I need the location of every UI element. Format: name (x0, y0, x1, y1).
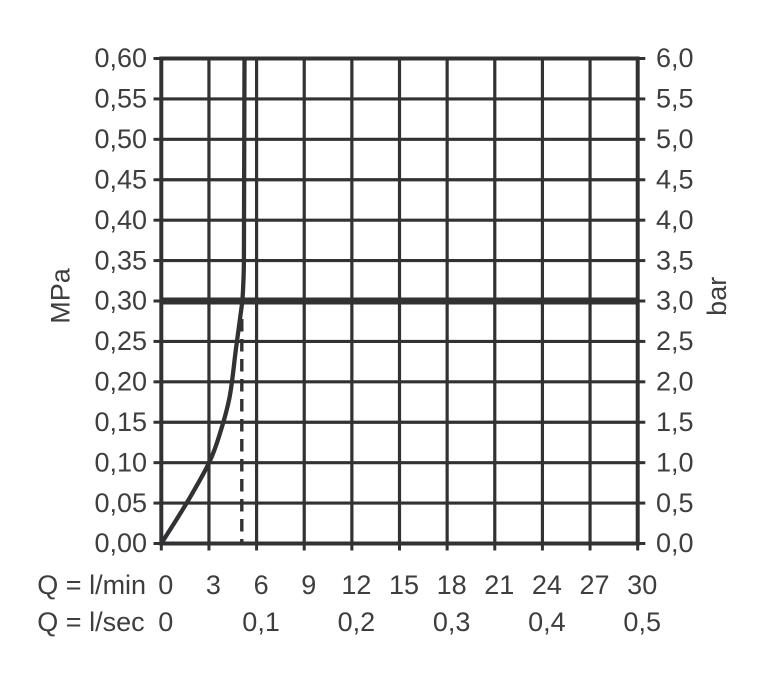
svg-text:0,60: 0,60 (94, 43, 147, 73)
svg-text:0,25: 0,25 (94, 326, 147, 356)
svg-text:30: 30 (627, 570, 657, 600)
svg-text:0,0: 0,0 (656, 528, 694, 558)
svg-text:5,0: 5,0 (656, 124, 694, 154)
svg-text:4,0: 4,0 (656, 205, 694, 235)
svg-text:0,30: 0,30 (94, 286, 147, 316)
svg-text:0,50: 0,50 (94, 124, 147, 154)
svg-text:9: 9 (301, 570, 316, 600)
svg-text:0: 0 (158, 607, 173, 637)
svg-text:3: 3 (206, 570, 221, 600)
svg-text:0,3: 0,3 (433, 607, 471, 637)
svg-text:MPa: MPa (45, 267, 75, 324)
svg-text:21: 21 (484, 570, 514, 600)
svg-text:bar: bar (702, 277, 732, 316)
svg-text:0,05: 0,05 (94, 488, 147, 518)
svg-text:0,1: 0,1 (242, 607, 280, 637)
svg-text:15: 15 (389, 570, 419, 600)
svg-text:27: 27 (580, 570, 610, 600)
svg-text:0,10: 0,10 (94, 447, 147, 477)
svg-text:0,35: 0,35 (94, 245, 147, 275)
svg-text:18: 18 (437, 570, 467, 600)
svg-text:0,40: 0,40 (94, 205, 147, 235)
svg-text:0,55: 0,55 (94, 84, 147, 114)
svg-text:Q = l/sec: Q = l/sec (37, 607, 144, 637)
svg-text:0,2: 0,2 (338, 607, 376, 637)
svg-text:0,5: 0,5 (656, 488, 694, 518)
svg-text:0,4: 0,4 (528, 607, 566, 637)
svg-text:0,15: 0,15 (94, 407, 147, 437)
svg-text:3,5: 3,5 (656, 245, 694, 275)
svg-text:24: 24 (532, 570, 562, 600)
svg-text:0,45: 0,45 (94, 164, 147, 194)
svg-text:0: 0 (158, 570, 173, 600)
svg-text:0,00: 0,00 (94, 528, 147, 558)
svg-text:6: 6 (254, 570, 269, 600)
svg-text:0,20: 0,20 (94, 367, 147, 397)
svg-text:5,5: 5,5 (656, 84, 694, 114)
svg-text:0,5: 0,5 (623, 607, 661, 637)
svg-text:6,0: 6,0 (656, 43, 694, 73)
svg-text:2,0: 2,0 (656, 367, 694, 397)
svg-text:12: 12 (341, 570, 371, 600)
svg-text:Q = l/min: Q = l/min (37, 570, 146, 600)
svg-text:3,0: 3,0 (656, 286, 694, 316)
svg-text:4,5: 4,5 (656, 164, 694, 194)
svg-text:1,5: 1,5 (656, 407, 694, 437)
svg-text:1,0: 1,0 (656, 447, 694, 477)
svg-text:2,5: 2,5 (656, 326, 694, 356)
